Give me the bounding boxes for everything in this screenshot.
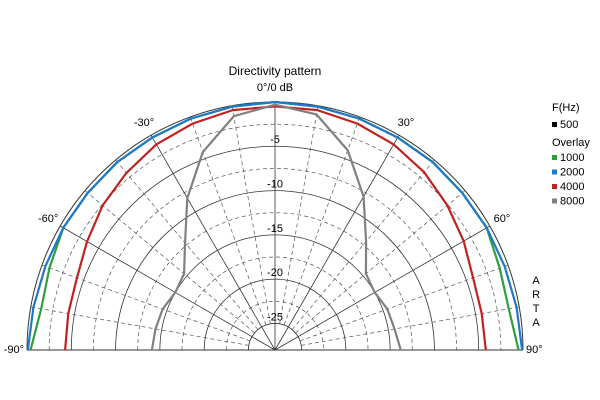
r-tick-label: -10 — [267, 178, 283, 190]
legend-label: 2000 — [560, 166, 584, 178]
angle-tick-label: 90° — [526, 344, 543, 356]
minor-ring — [225, 301, 325, 351]
legend-swatch — [552, 198, 557, 204]
minor-ring — [93, 168, 457, 351]
minor-spoke — [231, 105, 271, 324]
overlay-title: Overlay — [552, 137, 590, 149]
r-tick-label: -20 — [267, 267, 283, 279]
legend-label: 500 — [560, 119, 578, 131]
minor-spoke — [295, 190, 466, 334]
spoke — [274, 135, 400, 351]
legend-label: 1000 — [560, 152, 584, 164]
minor-spoke — [279, 105, 319, 324]
series-line — [150, 103, 402, 351]
minor-spoke — [84, 190, 255, 334]
legend-swatch — [552, 122, 557, 127]
series-line — [63, 105, 487, 351]
angle-tick-label: -90° — [4, 344, 24, 356]
angle-tick-label: 0°/0 dB — [257, 82, 293, 94]
minor-spoke — [291, 159, 435, 330]
side-label: ARTA — [530, 275, 542, 331]
angle-tick-label: -30° — [134, 117, 154, 129]
minor-spoke — [115, 159, 259, 330]
angle-tick-label: 60° — [494, 213, 511, 225]
legend-swatch — [552, 155, 557, 160]
legend-title: F(Hz) — [552, 102, 580, 114]
series-line — [26, 100, 524, 351]
chart-title: Directivity pattern — [229, 64, 322, 78]
r-tick-label: -25 — [267, 311, 283, 323]
minor-ring — [137, 212, 413, 351]
spoke — [274, 225, 490, 351]
r-tick-label: -15 — [267, 223, 283, 235]
minor-ring — [181, 256, 369, 351]
spoke — [150, 135, 276, 351]
angle-tick-label: 30° — [398, 117, 415, 129]
legend-swatch — [552, 184, 557, 189]
minor-spoke — [30, 306, 249, 346]
minor-spoke — [301, 306, 520, 346]
angle-tick-label: -60° — [38, 213, 58, 225]
spoke — [60, 225, 276, 351]
legend-label: 4000 — [560, 181, 584, 193]
r-tick-label: -5 — [270, 134, 280, 146]
legend-swatch — [552, 169, 557, 175]
legend-label: 8000 — [560, 195, 584, 207]
